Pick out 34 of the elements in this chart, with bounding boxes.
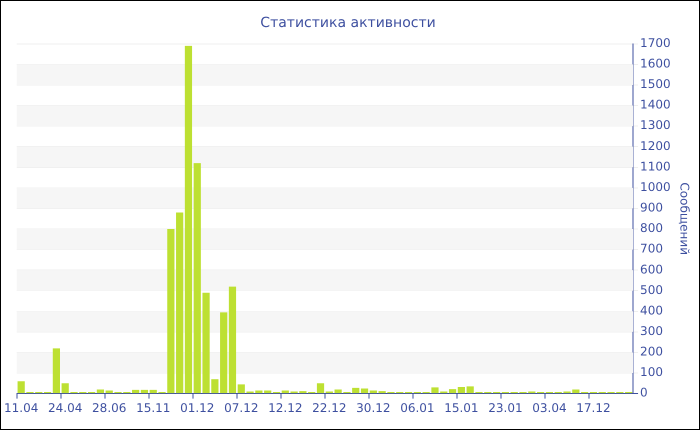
x-tick-label: 03.04: [532, 400, 567, 415]
y-tick-label: 1400: [640, 98, 671, 112]
y-tick-label: 500: [640, 282, 663, 297]
y-tick-label: 300: [640, 324, 663, 338]
x-tick-label: 30.12: [356, 400, 391, 415]
x-tick-label: 28.06: [92, 400, 126, 415]
y-tick-label: 400: [640, 303, 663, 318]
chart-title: Статистика активности: [260, 15, 436, 32]
x-tick-label: 01.12: [180, 400, 214, 415]
x-tick-label: 07.12: [224, 400, 258, 415]
y-tick-label: 1100: [640, 159, 671, 174]
y-axis-title: Сообщений: [678, 182, 692, 255]
x-tick-label: 23.01: [488, 400, 523, 415]
x-tick-label: 15.01: [444, 400, 479, 415]
y-tick-label: 1200: [640, 138, 671, 153]
y-tick-label: 700: [640, 242, 663, 256]
x-tick-label: 17.12: [576, 400, 611, 415]
y-tick-label: 0: [640, 386, 648, 400]
y-tick-label: 100: [640, 365, 663, 380]
x-tick-label: 11.04: [4, 400, 38, 415]
y-tick-label: 600: [640, 262, 663, 276]
y-tick-label: 200: [640, 344, 663, 359]
y-tick-label: 800: [640, 221, 663, 236]
x-tick-label: 22.12: [312, 400, 346, 415]
y-tick-label: 1600: [640, 56, 671, 70]
y-tick-label: 1000: [640, 180, 671, 194]
y-tick-label: 1300: [640, 118, 671, 132]
x-tick-label: 06.01: [400, 400, 435, 415]
y-tick-label: 1500: [640, 77, 671, 92]
x-tick-label: 15.11: [136, 400, 170, 415]
y-tick-label: 1700: [640, 36, 671, 50]
y-tick-label: 900: [640, 200, 663, 215]
x-tick-label: 24.04: [48, 400, 82, 415]
x-tick-label: 12.12: [268, 400, 302, 415]
